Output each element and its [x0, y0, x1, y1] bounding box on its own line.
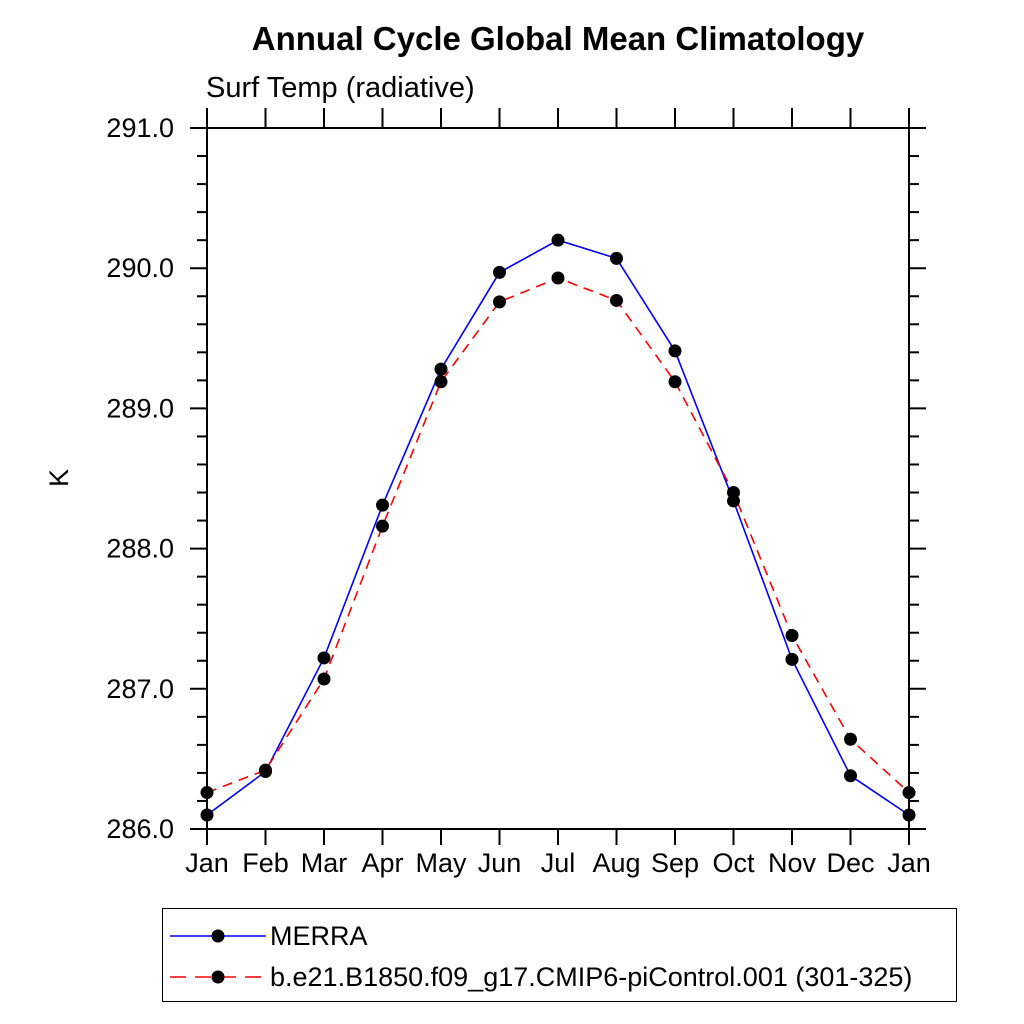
- data-point-1: [844, 732, 857, 746]
- legend-item-model: b.e21.B1850.f09_g17.CMIP6-piControl.001 …: [168, 962, 912, 992]
- y-tick-label: 289.0: [106, 393, 174, 423]
- data-point-0: [785, 652, 799, 666]
- data-point-0: [200, 808, 214, 822]
- plot-frame: [206, 127, 910, 830]
- x-tick-label: Sep: [651, 848, 699, 878]
- y-tick-label: 290.0: [106, 253, 174, 283]
- legend-label-merra: MERRA: [270, 920, 368, 951]
- x-tick-label: Feb: [242, 848, 289, 878]
- y-tick-label: 291.0: [106, 113, 174, 143]
- data-point-1: [200, 786, 214, 800]
- x-tick-label: Jun: [478, 848, 522, 878]
- x-tick-label: Jul: [541, 848, 576, 878]
- data-point-1: [493, 295, 506, 309]
- data-point-0: [434, 362, 448, 376]
- y-tick-label: 287.0: [106, 674, 174, 704]
- data-point-1: [551, 271, 565, 285]
- data-point-1: [376, 519, 389, 533]
- data-point-0: [317, 651, 331, 665]
- x-tick-label: Jan: [887, 848, 931, 878]
- data-point-0: [551, 233, 565, 247]
- data-point-0: [376, 498, 389, 512]
- chart-title: Annual Cycle Global Mean Climatology: [251, 20, 865, 57]
- chart-subtitle: Surf Temp (radiative): [206, 72, 475, 104]
- data-point-0: [902, 808, 916, 822]
- data-point-0: [493, 265, 506, 279]
- series-line-1: [206, 277, 910, 794]
- x-tick-label: Aug: [592, 848, 640, 878]
- x-tick-label: Jan: [185, 848, 229, 878]
- legend-item-merra: MERRA: [168, 921, 368, 951]
- legend: MERRA b.e21.B1850.f09_g17.CMIP6-piContro…: [162, 908, 957, 1002]
- x-tick-label: Dec: [826, 848, 874, 878]
- y-tick-label: 288.0: [106, 534, 174, 564]
- series-line-0: [206, 239, 910, 816]
- data-point-0: [610, 251, 623, 265]
- data-point-1: [434, 375, 448, 389]
- data-point-1: [259, 763, 272, 777]
- data-point-0: [668, 344, 682, 358]
- data-point-1: [902, 786, 916, 800]
- data-point-0: [844, 769, 857, 783]
- x-tick-label: Oct: [712, 848, 755, 878]
- x-tick-label: May: [415, 848, 467, 878]
- y-tick-label: 286.0: [106, 814, 174, 844]
- legend-line-solid-icon: [170, 929, 266, 943]
- x-tick-label: Mar: [301, 848, 348, 878]
- data-point-1: [668, 375, 682, 389]
- x-tick-label: Nov: [768, 848, 817, 878]
- data-point-1: [610, 293, 623, 307]
- y-axis-label: K: [44, 469, 74, 487]
- legend-label-model: b.e21.B1850.f09_g17.CMIP6-piControl.001 …: [270, 961, 913, 992]
- x-tick-label: Apr: [361, 848, 403, 878]
- data-point-1: [317, 672, 331, 686]
- legend-line-dashed-icon: [170, 970, 266, 984]
- data-point-1: [785, 629, 799, 643]
- data-point-1: [727, 486, 740, 500]
